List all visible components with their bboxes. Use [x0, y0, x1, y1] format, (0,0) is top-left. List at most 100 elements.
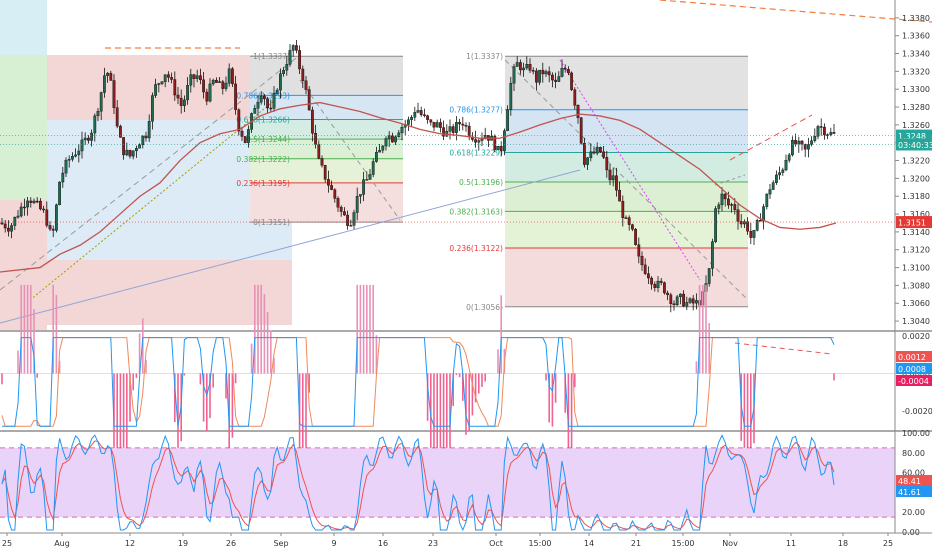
candle-body: [531, 70, 535, 72]
candle-body: [807, 144, 810, 150]
candle-body: [246, 129, 250, 143]
candle-body: [362, 179, 365, 195]
price-tick-label: 1.3260: [902, 121, 930, 130]
candle-body: [39, 200, 42, 210]
time-tick-label: 11: [786, 539, 796, 548]
candle-body: [26, 200, 29, 208]
price-tick-label: 1.3280: [902, 103, 930, 112]
candle-body: [365, 179, 369, 181]
candle-body: [823, 126, 826, 136]
candle-body: [99, 92, 103, 112]
price-tick-label: 1.3300: [902, 85, 930, 94]
candle-body: [70, 155, 74, 160]
candle-body: [378, 150, 381, 153]
candle-body: [122, 137, 126, 156]
candle-body: [51, 228, 55, 231]
candle-body: [304, 80, 308, 90]
fib2-level-label: 0.618(1.3229): [449, 149, 503, 158]
candle-body: [717, 204, 721, 209]
candle-body: [205, 91, 209, 102]
candle-body: [58, 181, 62, 206]
candle-body: [336, 198, 340, 208]
fib1-level-label: 0.618(1.3266): [236, 116, 290, 125]
fib1-level-label: 0.5(1.3244): [246, 135, 290, 144]
candle-body: [170, 77, 173, 80]
macd-badge-label: 0.0012: [898, 353, 926, 362]
candle-body: [90, 132, 94, 141]
candle-body: [503, 130, 506, 152]
time-tick-label: 19: [178, 539, 188, 548]
candle-body: [778, 172, 782, 176]
candle-body: [186, 85, 189, 101]
stochastic-badge-label: 48.41: [898, 477, 921, 486]
candle-body: [602, 151, 606, 158]
candle-body: [64, 159, 68, 174]
candle-body: [746, 221, 750, 232]
candle-body: [298, 50, 301, 70]
price-axis[interactable]: 1.3380 1.3360 1.3340 1.3320 1.3300 1.3280 1.32…: [894, 0, 932, 537]
macd-badge: [896, 351, 932, 362]
candle-body: [439, 122, 442, 128]
time-tick-label: 25: [883, 539, 893, 548]
candle-body: [525, 64, 529, 69]
candle-body: [112, 80, 116, 108]
candle-body: [675, 296, 679, 305]
price-tick-label: 1.3160: [902, 210, 930, 219]
candle-body: [55, 204, 58, 231]
candle-body: [311, 109, 314, 134]
candle-body: [237, 109, 241, 132]
time-tick-label: 14: [584, 539, 594, 548]
time-tick-label: Oct: [489, 539, 503, 548]
candle-body: [736, 209, 740, 222]
stochastic-band: [0, 447, 895, 518]
candle-body: [759, 220, 762, 222]
candle-body: [592, 151, 596, 154]
fib2-level-label: 0.236(1.3122): [449, 244, 503, 253]
candle-body: [813, 136, 817, 141]
candle-body: [557, 76, 561, 82]
candle-body: [29, 200, 33, 203]
candle-body: [157, 83, 161, 85]
candle-body: [679, 293, 682, 298]
candle-body: [595, 147, 599, 154]
fib1-band: [250, 95, 403, 120]
candle-body: [359, 194, 362, 197]
candle-body: [333, 189, 337, 199]
price-tick-label: 1.3200: [902, 174, 930, 183]
candle-body: [102, 75, 106, 93]
candle-body: [275, 89, 279, 94]
price-pane[interactable]: 1(1.3337)0.786(1.3293)0.618(1.3266)0.5(1…: [0, 0, 932, 432]
macd-pane[interactable]: [0, 284, 895, 463]
candle-body: [279, 73, 282, 91]
fib2-level-label: 0.786(1.3277): [449, 106, 503, 115]
price-badge-label: 1.3248: [898, 132, 926, 141]
fib2-level-label: 1(1.3337): [466, 52, 503, 61]
time-axis[interactable]: 25 Aug 12 19 26 Sep 9 16 23 Oct 15:00 14 21 15:00 Nov 1…: [0, 532, 932, 548]
candle-body: [352, 212, 356, 226]
candle-body: [480, 138, 484, 141]
candle-body: [547, 71, 551, 76]
stochastic-pane[interactable]: [0, 434, 895, 532]
candle-body: [115, 107, 119, 127]
candle-body: [109, 72, 113, 81]
candle-body: [455, 122, 458, 133]
stochastic-badge: [896, 475, 932, 486]
candle-body: [80, 139, 84, 152]
candle-body: [138, 144, 141, 149]
candle-body: [285, 64, 289, 71]
candle-body: [288, 50, 292, 65]
candle-body: [256, 101, 260, 109]
candle-body: [42, 208, 46, 211]
candle-body: [522, 67, 526, 71]
candle-body: [755, 220, 759, 231]
stochastic-tick-label: 60.00: [902, 469, 925, 478]
candle-body: [77, 150, 81, 156]
shade-red: [0, 200, 47, 330]
candle-body: [6, 227, 10, 232]
time-tick-label: Sep: [273, 539, 288, 548]
candle-body: [394, 136, 397, 143]
candle-body: [391, 135, 394, 143]
candle-body: [579, 117, 583, 144]
moving-average-line: [0, 101, 837, 273]
